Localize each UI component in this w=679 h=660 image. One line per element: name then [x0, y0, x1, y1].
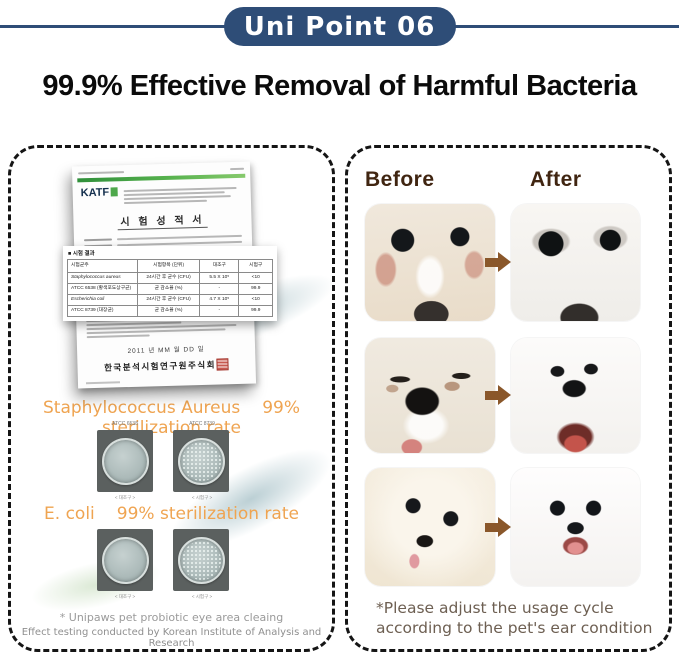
certificate-date: 2011 년 MM 월 DD 일 — [127, 345, 205, 356]
petri-dish — [177, 437, 225, 485]
result-line-staph: Staphylococcus Aureus 99% sterilization r… — [11, 398, 332, 438]
table-header-row: 시험균주 시험항목 (단위) 대조구 시험구 — [67, 259, 273, 273]
dog-after-photo-2 — [511, 338, 640, 453]
petri-dish-photo-control-2 — [97, 529, 153, 591]
dish-bottom-label: < 대조구 > — [114, 594, 136, 599]
strain-name: Staphylococcus Aureus — [42, 398, 241, 418]
petri-dish-photo-test-2 — [173, 529, 229, 591]
table-section-label: ■ 시험 결과 — [68, 251, 95, 257]
dog-after-photo-3 — [511, 468, 640, 586]
dish-bottom-label: < 대조구 > — [114, 495, 136, 500]
red-seal-stamp — [216, 358, 230, 371]
dog-after-photo-1 — [511, 204, 640, 321]
letterhead-text-lines — [123, 184, 243, 206]
petri-dish — [101, 536, 149, 584]
certificate-footer-line — [85, 381, 121, 385]
right-arrow-icon — [485, 385, 511, 405]
result-line-ecoli: E. coli 99% sterilization rate — [11, 504, 332, 524]
before-after-panel: Before After *Please adjust the usage cy… — [345, 145, 672, 652]
col-strain: 시험균주 — [67, 259, 138, 273]
col-control: 대조구 — [199, 259, 240, 273]
page-title: 99.9% Effective Removal of Harmful Bacte… — [42, 70, 637, 102]
after-label: After — [530, 168, 582, 191]
petri-dish-photo-test-1 — [173, 430, 229, 492]
certificate-letterhead: KATF — [81, 184, 243, 208]
dog-before-photo-2 — [365, 338, 495, 453]
dish-top-label: ATCC 6538 — [112, 421, 138, 427]
table-row: ATCC 8739 (대장균) 균 감소율 (%) - 99.9 — [67, 304, 273, 317]
table-row: ATCC 6538 (황색포도상구균) 균 감소율 (%) - 99.9 — [67, 282, 273, 295]
sterilization-rate: 99% sterilization rate — [116, 504, 299, 524]
right-arrow-icon — [485, 252, 511, 272]
petri-dish — [101, 437, 149, 485]
katf-logo-mark — [110, 187, 118, 197]
certificate-result-table: ■ 시험 결과 시험균주 시험항목 (단위) 대조구 시험구 Staphyloc… — [63, 246, 277, 321]
dog-before-photo-3 — [365, 468, 495, 586]
left-footnote-line2: Effect testing conducted by Korean Insti… — [21, 627, 322, 649]
certificate-signer: 한국분석시험연구원주식회 — [77, 357, 255, 374]
table-row: Staphylococcus aureus 24시간 후 균수 (CFU) 5.… — [67, 271, 273, 284]
strain-name: E. coli — [44, 504, 95, 524]
right-arrow-icon — [485, 517, 511, 537]
col-item: 시험항목 (단위) — [136, 259, 201, 273]
dish-bottom-label: < 시험구 > — [191, 495, 213, 500]
before-label: Before — [365, 168, 435, 191]
dish-bottom-label: < 시험구 > — [191, 594, 213, 599]
petri-dish — [177, 536, 225, 584]
petri-dish-photo-control-1 — [97, 430, 153, 492]
table-row: Escherichia coli 24시간 후 균수 (CFU) 4.7 X 1… — [67, 293, 273, 306]
left-footnote-line1: * Unipaws pet probiotic eye area cleaing — [59, 611, 284, 624]
col-test: 시험구 — [238, 259, 273, 273]
uni-point-banner: Uni Point 06 — [223, 7, 456, 46]
dog-before-photo-1 — [365, 204, 495, 321]
right-footnote: *Please adjust the usage cycle according… — [376, 599, 653, 638]
katf-logo: KATF — [81, 187, 118, 199]
dish-top-label: ATCC 8739 — [189, 421, 215, 427]
banner-label: Uni Point 06 — [243, 11, 436, 42]
certificate-title: 시 험 성 적 서 — [117, 210, 208, 231]
lab-test-panel: KATF 시 험 성 적 서 2011 년 MM 월 DD 일 한국분석시험연구… — [8, 145, 346, 652]
